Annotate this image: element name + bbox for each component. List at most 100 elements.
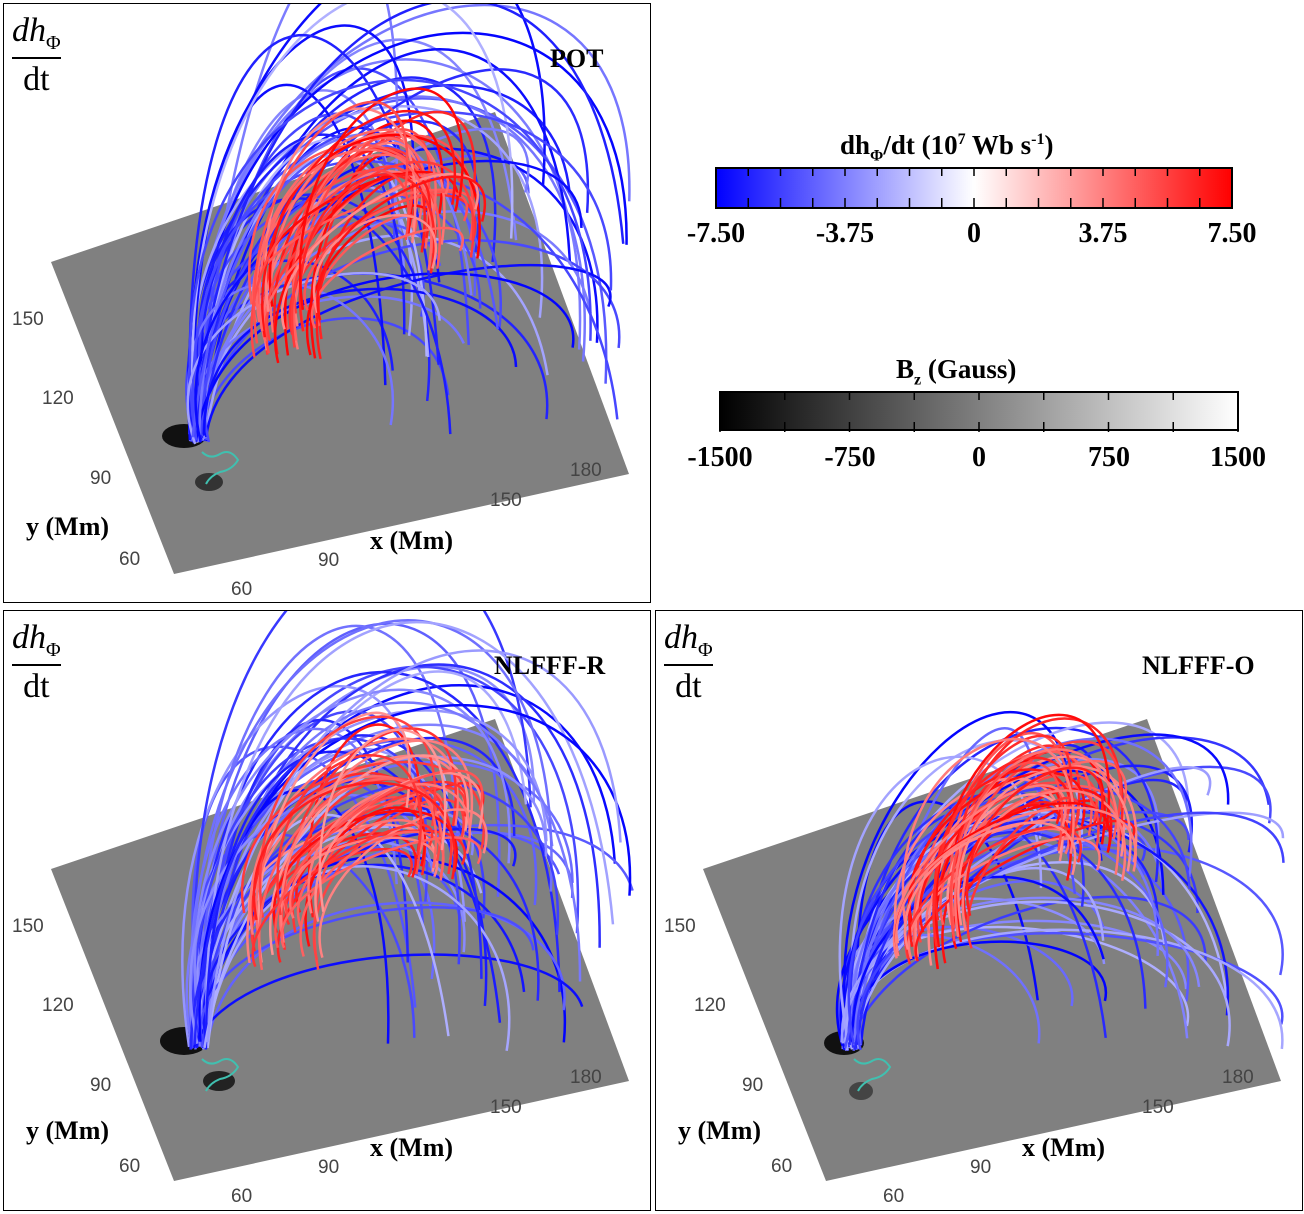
y-tick: 90 xyxy=(90,468,112,489)
fieldline xyxy=(193,734,483,1045)
colorbar-dhdt-tick: 3.75 xyxy=(1078,218,1128,249)
y-tick: 150 xyxy=(12,309,44,330)
fieldline xyxy=(961,789,1126,932)
fieldline xyxy=(838,755,1043,1043)
fieldline xyxy=(312,213,437,314)
fieldline xyxy=(189,755,548,1044)
colorbar-dhdt: dhΦ/dt (107 Wb s-1) -7.50 -3.75 0 3.75 7… xyxy=(660,130,1290,260)
fieldline xyxy=(258,777,437,971)
fieldline xyxy=(249,737,459,935)
fieldline xyxy=(280,836,482,949)
colorbar-bz-tick: 1500 xyxy=(1210,442,1266,473)
x-tick: 90 xyxy=(318,1157,340,1178)
fieldline xyxy=(202,38,518,439)
y-tick: 60 xyxy=(771,1156,793,1177)
x-axis-title: x (Mm) xyxy=(1022,1133,1106,1162)
fieldline xyxy=(188,78,592,441)
y-tick: 120 xyxy=(694,995,726,1016)
fieldline xyxy=(188,127,530,442)
fieldline xyxy=(857,828,1169,1045)
sunspot-minor xyxy=(195,473,223,491)
x-tick: 150 xyxy=(490,1097,522,1118)
polarity-contour xyxy=(201,1058,240,1092)
x-tick: 180 xyxy=(570,460,602,481)
panel-nlfff-r: dhΦ dt NLFFF-R y (Mm) x (Mm) 60 90 120 1… xyxy=(3,610,651,1211)
fieldline xyxy=(907,837,1101,960)
fieldline xyxy=(303,190,469,311)
fieldline xyxy=(200,31,628,442)
fieldline xyxy=(932,734,1073,947)
fieldline xyxy=(276,754,422,916)
colorbar-dhdt-title: dhΦ/dt (107 Wb s-1) xyxy=(840,130,1054,165)
fieldline xyxy=(850,875,1105,1042)
fieldline xyxy=(192,110,613,440)
colorbar-dhdt-bar xyxy=(715,167,1233,209)
fieldline xyxy=(298,173,436,332)
magnetogram-plane xyxy=(51,112,629,574)
x-tick: 180 xyxy=(1222,1067,1254,1088)
fieldline xyxy=(957,767,1132,926)
fieldline xyxy=(194,95,586,441)
y-tick: 120 xyxy=(42,388,74,409)
fieldline xyxy=(251,823,434,968)
fieldline xyxy=(205,621,615,1044)
fieldline xyxy=(908,771,1086,924)
x-axis-title: x (Mm) xyxy=(370,526,454,555)
panel-label-nlfff-r: NLFFF-R xyxy=(494,651,606,680)
fieldline xyxy=(318,728,447,912)
y-axis-title: y (Mm) xyxy=(26,512,110,541)
x-tick: 150 xyxy=(1142,1097,1174,1118)
panel-label-pot: POT xyxy=(550,44,604,73)
panel-nlfff-o: dhΦ dt NLFFF-O y (Mm) x (Mm) 60 90 120 1… xyxy=(655,610,1303,1211)
colorbar-bz-tick: 750 xyxy=(1088,442,1130,473)
fieldline xyxy=(901,737,1075,927)
dhdt-fraction-label: dhΦ dt xyxy=(12,619,61,705)
fieldline xyxy=(196,316,450,440)
fieldline xyxy=(274,769,484,949)
fieldline xyxy=(904,821,1077,950)
colorbar-bz: Bz (Gauss) -1500 -750 0 750 1500 xyxy=(660,354,1290,484)
fieldline xyxy=(842,837,1189,1046)
nlfff-o-fieldline-render xyxy=(703,710,1285,1181)
x-tick: 180 xyxy=(570,1067,602,1088)
fieldline xyxy=(848,895,1207,1044)
fieldline xyxy=(189,727,398,1048)
y-axis-title: y (Mm) xyxy=(678,1116,762,1145)
fieldlines-pot xyxy=(185,4,631,485)
fieldline xyxy=(252,781,456,921)
fieldline xyxy=(201,68,590,435)
fieldline xyxy=(298,87,464,310)
fieldline xyxy=(192,953,584,1049)
fieldline xyxy=(965,766,1104,917)
fieldline xyxy=(892,784,1067,959)
fieldline xyxy=(202,831,574,1049)
fieldline xyxy=(202,781,560,1045)
y-tick: 90 xyxy=(90,1075,112,1096)
panel-pot: dhΦ dt POT y (Mm) x (Mm) 60 90 120 150 6… xyxy=(3,3,651,603)
fieldline xyxy=(954,748,1120,938)
fieldline xyxy=(205,901,566,1049)
fieldline xyxy=(191,4,514,435)
fieldline xyxy=(194,272,575,442)
fieldline xyxy=(269,754,469,956)
fieldlines-nlfff-r xyxy=(181,611,634,1092)
y-tick: 150 xyxy=(664,916,696,937)
fieldline xyxy=(858,726,1159,1046)
colorbar-bz-title: Bz (Gauss) xyxy=(896,354,1017,389)
fieldline xyxy=(894,806,1137,957)
fieldline xyxy=(198,4,631,442)
polarity-contour xyxy=(201,451,240,485)
nlfff-r-fieldline-render xyxy=(51,611,634,1181)
colorbar-bz-ticks xyxy=(719,392,1239,432)
fieldline xyxy=(204,264,612,438)
fieldline xyxy=(203,865,511,1052)
colorbar-bz-tick: -1500 xyxy=(687,442,753,473)
fieldline xyxy=(841,811,1285,1044)
y-tick: 60 xyxy=(119,1156,141,1177)
fieldline xyxy=(193,611,532,1042)
colorbar-dhdt-tick: 7.50 xyxy=(1207,218,1257,249)
colorbar-dhdt-tick: 0 xyxy=(967,218,981,249)
fieldline xyxy=(255,128,437,323)
fieldline xyxy=(198,703,632,1042)
fieldline xyxy=(316,175,486,321)
